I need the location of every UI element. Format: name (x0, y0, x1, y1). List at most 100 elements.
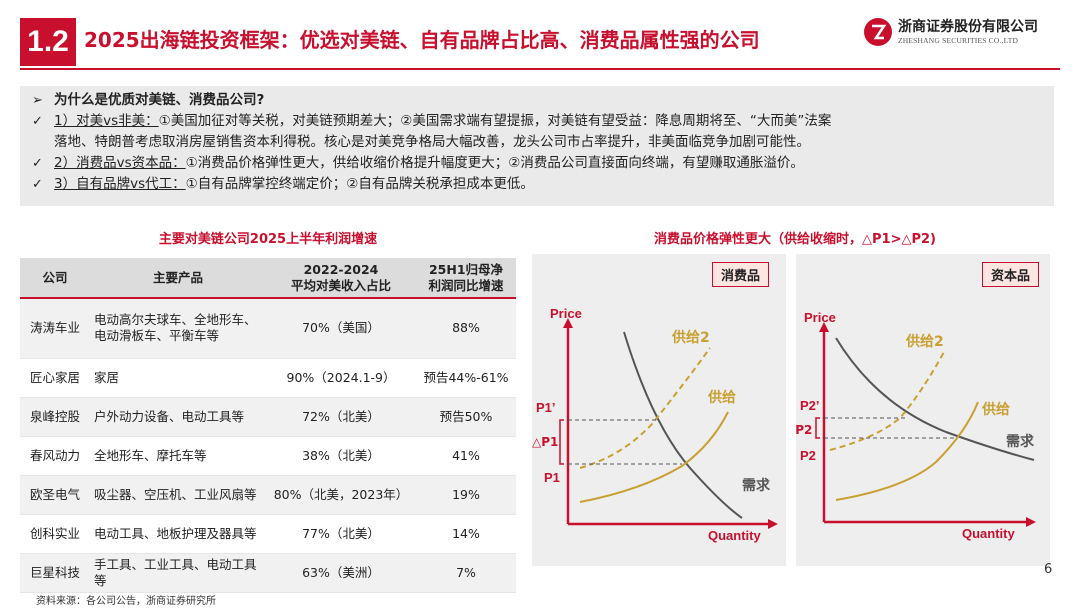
cell-product: 电动高尔夫球车、全地形车、电动滑板车、平衡车等 (90, 298, 266, 359)
check-icon: ✓ (32, 177, 43, 192)
cell-profit-growth: 41% (416, 436, 516, 476)
cell-company: 匠心家居 (20, 358, 90, 398)
table-row: 欧圣电气 吸尘器、空压机、工业风扇等 80%（北美，2023年） 19% (20, 475, 516, 515)
logo-name-en: ZHESHANG SECURITIES CO.,LTD (898, 36, 1019, 45)
supply2-label: 供给2 (905, 333, 944, 350)
point-continuation-text: 落地、特朗普考虑取消房屋销售资本利得税。核心是对美竞争格局大幅改善，龙头公司市占… (54, 134, 810, 150)
cell-product: 家居 (90, 358, 266, 398)
demand-label: 需求 (742, 477, 771, 494)
table-row: 创科实业 电动工具、地板护理及器具等 77%（北美） 14% (20, 514, 516, 554)
p1-label: P1 (544, 470, 560, 485)
y-axis-label: Price (550, 306, 582, 321)
logo-name-cn: 浙商证券股份有限公司 (898, 19, 1038, 35)
header-product: 主要产品 (90, 258, 266, 299)
arrow-bullet-icon: ➢ (32, 93, 43, 108)
consumer-goods-tag: 消费品 (712, 262, 770, 287)
supply-label: 供给 (981, 401, 1010, 418)
consumer-goods-chart: Price Quantity 供给2 供给 需求 P1’ △P1 P1 消费品 (532, 254, 786, 566)
demand-curve (623, 331, 743, 519)
capital-goods-tag: 资本品 (982, 262, 1040, 287)
x-axis-arrow-icon (1026, 517, 1036, 527)
cell-company: 巨星科技 (20, 553, 90, 593)
supply2-label: 供给2 (671, 329, 710, 346)
cell-product: 户外动力设备、电动工具等 (90, 397, 266, 437)
cell-product: 全地形车、摩托车等 (90, 436, 266, 476)
cell-product: 吸尘器、空压机、工业风扇等 (90, 475, 266, 515)
demand-label: 需求 (1006, 433, 1035, 450)
x-axis-label: Quantity (962, 526, 1015, 541)
cell-profit-growth: 19% (416, 475, 516, 515)
y-axis-arrow-icon (819, 322, 829, 332)
cell-us-share: 72%（北美） (266, 397, 416, 437)
supply-label: 供给 (707, 389, 736, 406)
header-profit-growth: 25H1归母净 利润同比增速 (416, 258, 516, 299)
cell-us-share: 90%（2024.1-9） (266, 358, 416, 398)
slide-title: 2025出海链投资框架：优选对美链、自有品牌占比高、消费品属性强的公司 (84, 28, 760, 52)
cell-us-share: 63%（美洲） (266, 553, 416, 593)
delta-p1-label: △P1 (532, 435, 558, 449)
capital-goods-chart: Price Quantity 供给2 供给 需求 P2’ △P2 P2 资本品 (796, 254, 1050, 566)
cell-us-share: 77%（北美） (266, 514, 416, 554)
supply2-curve (579, 347, 711, 469)
point-label: 2）消费品vs资本品： (54, 155, 186, 171)
cell-company: 春风动力 (20, 436, 90, 476)
section-number-badge: 1.2 (20, 18, 76, 66)
profit-growth-table: 公司 主要产品 2022-2024 平均对美收入占比 25H1归母净 利润同比增… (20, 258, 516, 593)
check-icon: ✓ (32, 114, 43, 129)
cell-us-share: 70%（美国） (266, 298, 416, 359)
p2-label: P2 (800, 448, 816, 463)
supply2-curve (829, 351, 945, 451)
cell-profit-growth: 预告44%-61% (416, 358, 516, 398)
point-text: ①消费品价格弹性更大，供给收缩价格提升幅度更大；②消费品公司直接面向终端，有望赚… (185, 155, 804, 171)
cell-product: 电动工具、地板护理及器具等 (90, 514, 266, 554)
question-point-continuation: 落地、特朗普考虑取消房屋销售资本利得税。核心是对美竞争格局大幅改善，龙头公司市占… (32, 132, 1042, 153)
x-axis-arrow-icon (768, 519, 778, 529)
question-title: 为什么是优质对美链、消费品公司? (54, 92, 265, 108)
check-icon: ✓ (32, 156, 43, 171)
p1prime-label: P1’ (536, 400, 556, 415)
cell-profit-growth: 7% (416, 553, 516, 593)
cell-company: 泉峰控股 (20, 397, 90, 437)
cell-company: 欧圣电气 (20, 475, 90, 515)
table-title: 主要对美链公司2025上半年利润增速 (158, 232, 378, 247)
consumer-goods-chart-svg: Price Quantity 供给2 供给 需求 P1’ △P1 P1 (532, 306, 778, 543)
question-box: ➢ 为什么是优质对美链、消费品公司? ✓ 1）对美vs非美：①美国加征对等关税，… (20, 86, 1054, 206)
cell-profit-growth: 88% (416, 298, 516, 359)
source-note: 资料来源：各公司公告，浙商证券研究所 (36, 596, 216, 607)
charts-title: 消费品价格弹性更大（供给收缩时，△P1>△P2) (654, 232, 936, 247)
table-row: 匠心家居 家居 90%（2024.1-9） 预告44%-61% (20, 358, 516, 398)
point-label: 1）对美vs非美： (54, 113, 159, 129)
point-text: ①自有品牌掌控终端定价；②自有品牌关税承担成本更低。 (185, 176, 534, 192)
header-company: 公司 (20, 258, 90, 299)
question-point: ✓ 1）对美vs非美：①美国加征对等关税，对美链预期差大；②美国需求端有望提振，… (32, 111, 1042, 132)
cell-company: 创科实业 (20, 514, 90, 554)
delta-bracket (559, 419, 564, 465)
cell-profit-growth: 预告50% (416, 397, 516, 437)
logo-emblem-icon (864, 18, 892, 46)
x-axis-label: Quantity (708, 528, 761, 543)
cell-us-share: 80%（北美，2023年） (266, 475, 416, 515)
demand-curve (835, 337, 1035, 461)
capital-goods-chart-svg: Price Quantity 供给2 供给 需求 P2’ △P2 P2 (796, 310, 1036, 541)
table-row: 涛涛车业 电动高尔夫球车、全地形车、电动滑板车、平衡车等 70%（美国） 88% (20, 298, 516, 359)
question-title-row: ➢ 为什么是优质对美链、消费品公司? (32, 90, 1042, 111)
cell-profit-growth: 14% (416, 514, 516, 554)
table-header-row: 公司 主要产品 2022-2024 平均对美收入占比 25H1归母净 利润同比增… (20, 258, 516, 299)
delta-p2-label: △P2 (796, 423, 812, 437)
y-axis-label: Price (804, 310, 836, 325)
question-point: ✓ 2）消费品vs资本品：①消费品价格弹性更大，供给收缩价格提升幅度更大；②消费… (32, 153, 1042, 174)
supply-curve (579, 411, 729, 503)
delta-bracket (815, 417, 820, 439)
supply-curve (835, 401, 979, 501)
y-axis-arrow-icon (563, 318, 573, 328)
header-us-share: 2022-2024 平均对美收入占比 (266, 258, 416, 299)
page-number: 6 (1044, 562, 1053, 577)
table-row: 泉峰控股 户外动力设备、电动工具等 72%（北美） 预告50% (20, 397, 516, 437)
p2prime-label: P2’ (800, 398, 820, 413)
cell-us-share: 38%（北美） (266, 436, 416, 476)
company-logo: 浙商证券股份有限公司 ZHESHANG SECURITIES CO.,LTD (864, 14, 1060, 54)
header-divider (20, 68, 1060, 70)
point-label: 3）自有品牌vs代工： (54, 176, 186, 192)
cell-company: 涛涛车业 (20, 298, 90, 359)
table-row: 巨星科技 手工具、工业工具、电动工具等 63%（美洲） 7% (20, 553, 516, 593)
